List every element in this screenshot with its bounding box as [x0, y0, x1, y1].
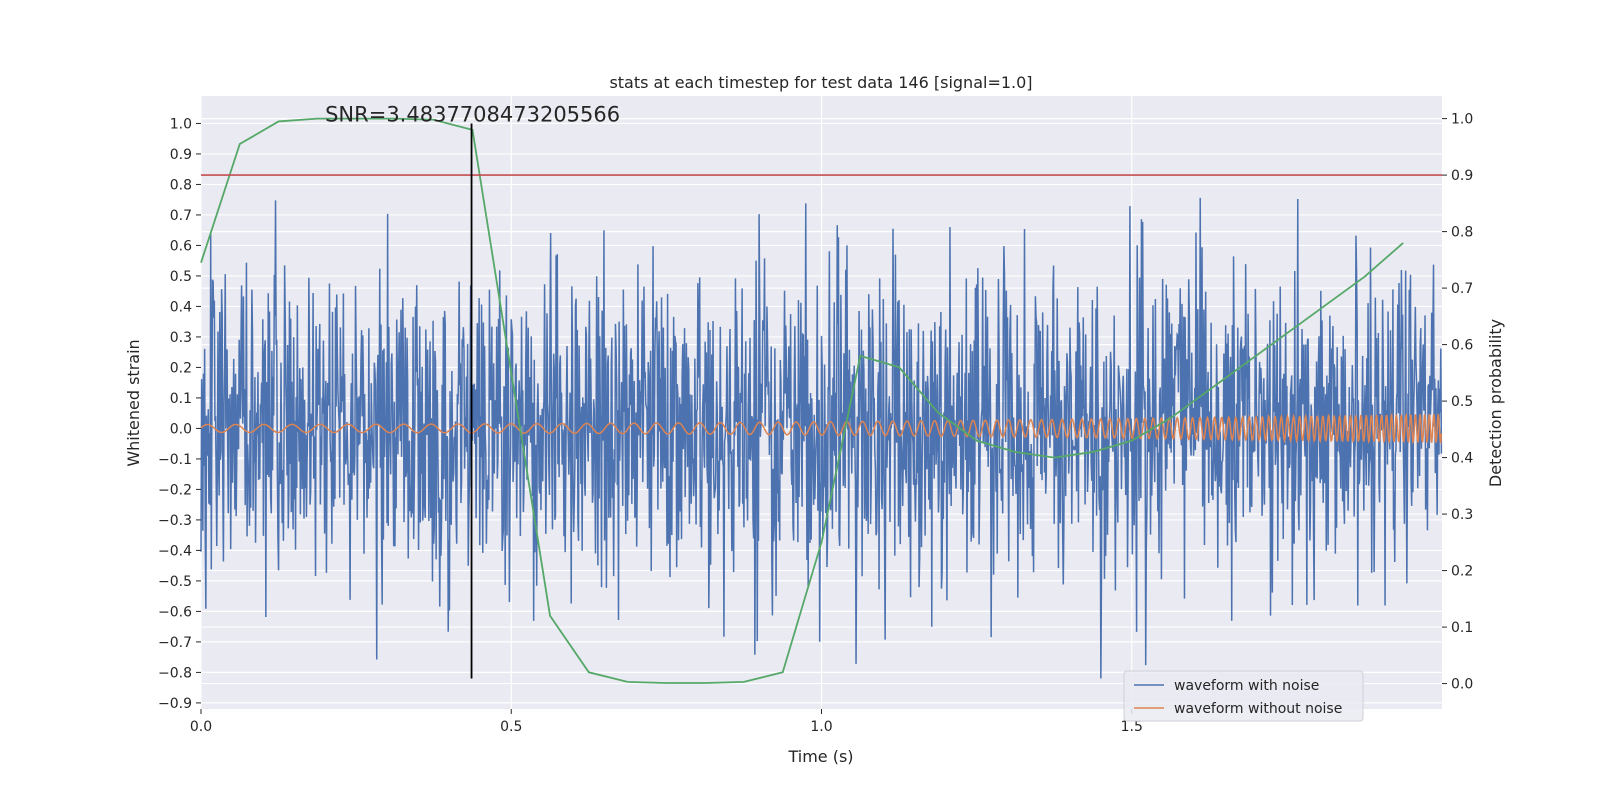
y-right-tick-label-4: 0.6 [1451, 338, 1473, 354]
legend-box [1123, 670, 1364, 722]
x-axis-ticks: 0.0 0.5 1.0 1.5 [190, 709, 1143, 735]
y-right-tick-label-2: 0.8 [1451, 225, 1473, 241]
y-tick-label-1: 0.9 [170, 147, 192, 163]
chart-title: stats at each timestep for test data 146… [609, 73, 1032, 92]
x-tick-label-1: 0.5 [500, 719, 522, 735]
y-right-tick-label-8: 0.2 [1451, 564, 1473, 580]
x-tick-label-3: 1.5 [1121, 719, 1143, 735]
y-tick-label-11: −0.1 [158, 452, 192, 468]
snr-annotation: SNR=3.4837708473205566 [325, 102, 620, 126]
y-tick-label-10: 0.0 [170, 421, 192, 437]
y-right-axis-ticks: 1.0 0.9 0.8 0.7 0.6 0.5 0.4 0.3 0.2 0.1 0.0 [1442, 112, 1473, 693]
y-tick-label-3: 0.7 [170, 208, 192, 224]
y-tick-label-6: 0.4 [170, 299, 192, 315]
y-tick-label-9: 0.1 [170, 391, 192, 407]
y-right-tick-label-9: 0.1 [1451, 620, 1473, 636]
y-tick-label-14: −0.4 [158, 543, 192, 559]
y-tick-label-4: 0.6 [170, 238, 192, 254]
series-detection-probability [200, 117, 1404, 684]
y-right-tick-label-3: 0.7 [1451, 281, 1473, 297]
series-layer [200, 117, 1443, 684]
y-tick-label-19: −0.9 [158, 696, 192, 712]
y-right-tick-label-10: 0.0 [1451, 677, 1473, 693]
series-waveform-without-noise [200, 412, 1443, 445]
y-tick-label-16: −0.6 [158, 604, 192, 620]
x-axis-label: Time (s) [787, 747, 853, 766]
y-right-tick-label-6: 0.4 [1451, 451, 1473, 467]
y-tick-label-5: 0.5 [170, 269, 192, 285]
y-tick-label-7: 0.3 [170, 330, 192, 346]
y-axis-label: Whitened strain [124, 339, 143, 466]
y-tick-label-17: −0.7 [158, 635, 192, 651]
y-tick-label-18: −0.8 [158, 665, 192, 681]
y-right-tick-label-5: 0.5 [1451, 394, 1473, 410]
y-tick-label-8: 0.2 [170, 360, 192, 376]
y-tick-label-15: −0.5 [158, 574, 192, 590]
y-right-axis-label: Detection probability [1486, 319, 1505, 487]
y-tick-label-13: −0.3 [158, 513, 192, 529]
y-right-tick-label-1: 0.9 [1451, 168, 1473, 184]
legend: waveform with noise waveform without noi… [1123, 670, 1364, 722]
y-right-tick-label-7: 0.3 [1451, 507, 1473, 523]
y-tick-label-0: 1.0 [170, 116, 192, 132]
x-tick-label-0: 0.0 [190, 719, 212, 735]
legend-label-noise: waveform with noise [1174, 678, 1319, 694]
legend-label-signal: waveform without noise [1174, 701, 1342, 717]
series-waveform-with-noise [200, 197, 1443, 679]
x-tick-label-2: 1.0 [810, 719, 832, 735]
y-axis-ticks: 1.0 0.9 0.8 0.7 0.6 0.5 0.4 0.3 0.2 0.1 0.0 −0.1 −0.… [158, 116, 201, 712]
y-right-tick-label-0: 1.0 [1451, 112, 1473, 128]
y-tick-label-12: −0.2 [158, 482, 192, 498]
y-tick-label-2: 0.8 [170, 177, 192, 193]
